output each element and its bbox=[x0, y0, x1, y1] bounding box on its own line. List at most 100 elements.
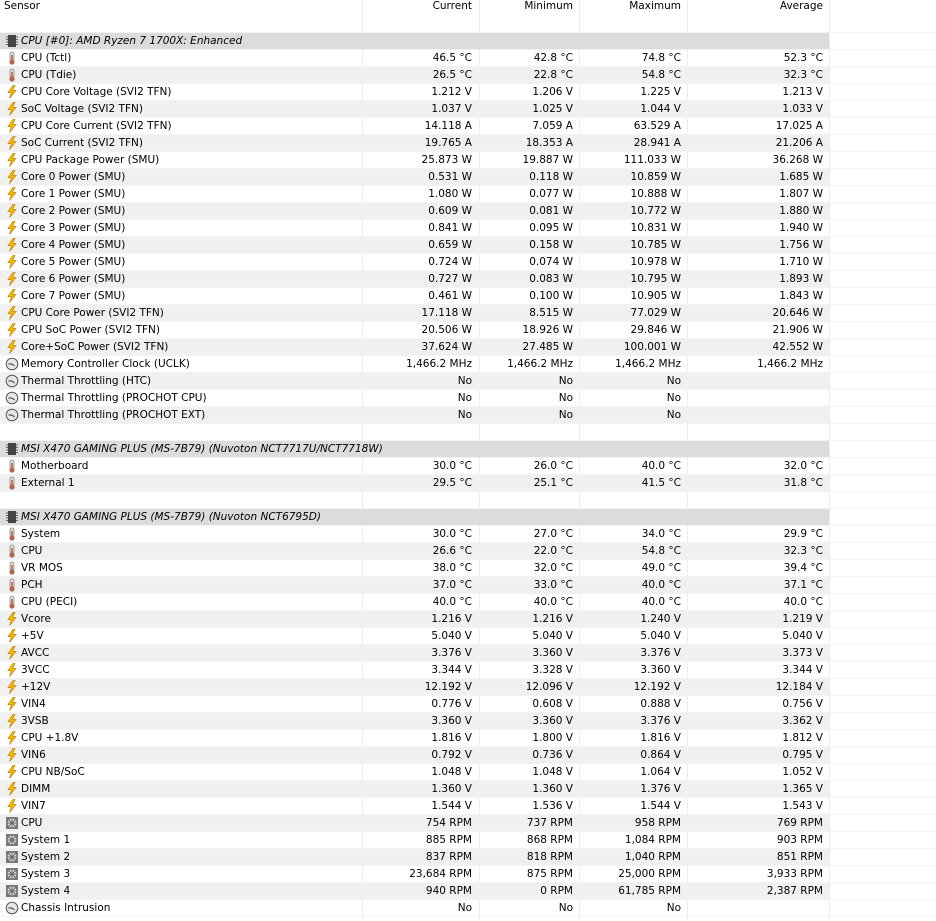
maximum-value: 3.376 V bbox=[640, 715, 681, 727]
sensor-row[interactable]: CPU (Tctl) 46.5 °C 42.8 °C 74.8 °C 52.3 °C bbox=[0, 50, 936, 67]
maximum-value: 1,040 RPM bbox=[624, 851, 681, 863]
average-value: 20.646 W bbox=[772, 307, 823, 319]
minimum-value: 0.077 W bbox=[529, 188, 573, 200]
sensor-row[interactable]: 3VCC 3.344 V 3.328 V 3.360 V 3.344 V bbox=[0, 662, 936, 679]
sensor-row[interactable]: Core 7 Power (SMU) 0.461 W 0.100 W 10.905 W… bbox=[0, 288, 936, 305]
sensor-row[interactable]: +5V 5.040 V 5.040 V 5.040 V 5.040 V bbox=[0, 628, 936, 645]
maximum-value: 61,785 RPM bbox=[618, 885, 681, 897]
sensor-name: Thermal Throttling (PROCHOT EXT) bbox=[21, 409, 206, 421]
row-background bbox=[0, 16, 829, 32]
sensor-row[interactable]: Core 2 Power (SMU) 0.609 W 0.081 W 10.772 W… bbox=[0, 203, 936, 220]
sensor-row[interactable]: System 3 23,684 RPM 875 RPM 25,000 RPM 3,933… bbox=[0, 866, 936, 883]
sensor-row[interactable]: VIN6 0.792 V 0.736 V 0.864 V 0.795 V bbox=[0, 747, 936, 764]
sensor-row[interactable]: AVCC 3.376 V 3.360 V 3.376 V 3.373 V bbox=[0, 645, 936, 662]
current-value: 885 RPM bbox=[425, 834, 472, 846]
sensor-name: +12V bbox=[21, 681, 51, 693]
sensor-row[interactable]: CPU Core Power (SVI2 TFN) 17.118 W 8.515 W… bbox=[0, 305, 936, 322]
sensor-row[interactable]: SoC Current (SVI2 TFN) 19.765 A 18.353 A 28… bbox=[0, 135, 936, 152]
sensor-row[interactable]: CPU +1.8V 1.816 V 1.800 V 1.816 V 1.812 V bbox=[0, 730, 936, 747]
row-background bbox=[0, 781, 829, 797]
thermometer-icon bbox=[5, 68, 19, 82]
sensor-group-header[interactable]: MSI X470 GAMING PLUS (MS-7B79) (Nuvoton … bbox=[0, 441, 936, 458]
row-background bbox=[0, 492, 829, 508]
column-header-sensor[interactable]: Sensor bbox=[4, 0, 40, 12]
sensor-name: CPU Package Power (SMU) bbox=[21, 154, 160, 166]
average-value: 29.9 °C bbox=[783, 528, 823, 540]
minimum-value: 3.360 V bbox=[532, 715, 573, 727]
sensor-row[interactable]: 3VSB 3.360 V 3.360 V 3.376 V 3.362 V bbox=[0, 713, 936, 730]
current-value: 17.118 W bbox=[421, 307, 472, 319]
sensor-name: System 1 bbox=[21, 834, 71, 846]
row-background bbox=[0, 373, 829, 389]
sensor-row[interactable]: System 1 885 RPM 868 RPM 1,084 RPM 903 RPM bbox=[0, 832, 936, 849]
minimum-value: 737 RPM bbox=[526, 817, 573, 829]
sensor-row[interactable]: Thermal Throttling (PROCHOT EXT) No No No bbox=[0, 407, 936, 424]
thermometer-icon bbox=[5, 51, 19, 65]
column-divider bbox=[362, 0, 363, 921]
column-header-current[interactable]: Current bbox=[432, 0, 472, 12]
row-background bbox=[0, 798, 829, 814]
sensor-row[interactable]: CPU 754 RPM 737 RPM 958 RPM 769 RPM bbox=[0, 815, 936, 832]
clock-icon bbox=[5, 374, 19, 388]
sensor-row[interactable]: System 4 940 RPM 0 RPM 61,785 RPM 2,387 RPM bbox=[0, 883, 936, 900]
minimum-value: 0.081 W bbox=[529, 205, 573, 217]
minimum-value: 26.0 °C bbox=[533, 460, 573, 472]
thermometer-icon bbox=[5, 578, 19, 592]
sensor-row[interactable]: +12V 12.192 V 12.096 V 12.192 V 12.184 V bbox=[0, 679, 936, 696]
lightning-icon bbox=[5, 221, 19, 235]
minimum-value: 18.926 W bbox=[522, 324, 573, 336]
sensor-name: 3VCC bbox=[21, 664, 50, 676]
sensor-row[interactable]: VIN7 1.544 V 1.536 V 1.544 V 1.543 V bbox=[0, 798, 936, 815]
sensor-row[interactable]: PCH 37.0 °C 33.0 °C 40.0 °C 37.1 °C bbox=[0, 577, 936, 594]
sensor-group-header[interactable]: CPU [#0]: AMD Ryzen 7 1700X: Enhanced bbox=[0, 33, 936, 50]
sensor-row[interactable]: Thermal Throttling (HTC) No No No bbox=[0, 373, 936, 390]
sensor-row[interactable]: CPU (Tdie) 26.5 °C 22.8 °C 54.8 °C 32.3 °C bbox=[0, 67, 936, 84]
sensor-row[interactable]: Core 3 Power (SMU) 0.841 W 0.095 W 10.831 W… bbox=[0, 220, 936, 237]
sensor-row[interactable]: Core+SoC Power (SVI2 TFN) 37.624 W 27.485 … bbox=[0, 339, 936, 356]
sensor-row[interactable]: System 2 837 RPM 818 RPM 1,040 RPM 851 RPM bbox=[0, 849, 936, 866]
sensor-row[interactable]: CPU NB/SoC 1.048 V 1.048 V 1.064 V 1.052 V bbox=[0, 764, 936, 781]
minimum-value: No bbox=[558, 392, 573, 404]
sensor-row[interactable]: Core 5 Power (SMU) 0.724 W 0.074 W 10.978 W… bbox=[0, 254, 936, 271]
sensor-row[interactable]: VR MOS 38.0 °C 32.0 °C 49.0 °C 39.4 °C bbox=[0, 560, 936, 577]
sensor-row[interactable]: CPU 26.6 °C 22.0 °C 54.8 °C 32.3 °C bbox=[0, 543, 936, 560]
column-header-maximum[interactable]: Maximum bbox=[629, 0, 681, 12]
row-background bbox=[0, 475, 829, 491]
sensor-row[interactable]: Core 0 Power (SMU) 0.531 W 0.118 W 10.859 W… bbox=[0, 169, 936, 186]
minimum-value: 32.0 °C bbox=[533, 562, 573, 574]
maximum-value: 0.888 V bbox=[640, 698, 681, 710]
thermometer-icon bbox=[5, 595, 19, 609]
row-background bbox=[0, 730, 829, 746]
maximum-value: 54.8 °C bbox=[641, 545, 681, 557]
sensor-row[interactable]: Thermal Throttling (PROCHOT CPU) No No No bbox=[0, 390, 936, 407]
sensor-row[interactable]: DIMM 1.360 V 1.360 V 1.376 V 1.365 V bbox=[0, 781, 936, 798]
sensor-group-header[interactable]: MSI X470 GAMING PLUS (MS-7B79) (Nuvoton … bbox=[0, 509, 936, 526]
sensor-row[interactable]: Vcore 1.216 V 1.216 V 1.240 V 1.219 V bbox=[0, 611, 936, 628]
column-header-row: Sensor Current Minimum Maximum Average bbox=[0, 0, 936, 16]
maximum-value: No bbox=[666, 902, 681, 914]
sensor-row[interactable]: Chassis Intrusion No No No bbox=[0, 900, 936, 917]
sensor-row[interactable]: SoC Voltage (SVI2 TFN) 1.037 V 1.025 V 1.04… bbox=[0, 101, 936, 118]
sensor-row[interactable]: CPU Core Current (SVI2 TFN) 14.118 A 7.059… bbox=[0, 118, 936, 135]
spacer-row bbox=[0, 424, 936, 441]
sensor-row[interactable]: CPU Core Voltage (SVI2 TFN) 1.212 V 1.206 … bbox=[0, 84, 936, 101]
lightning-icon bbox=[5, 340, 19, 354]
sensor-row[interactable]: Core 1 Power (SMU) 1.080 W 0.077 W 10.888 W… bbox=[0, 186, 936, 203]
column-header-minimum[interactable]: Minimum bbox=[524, 0, 573, 12]
sensor-row[interactable]: Core 4 Power (SMU) 0.659 W 0.158 W 10.785 W… bbox=[0, 237, 936, 254]
lightning-icon bbox=[5, 714, 19, 728]
sensor-name: CPU (Tdie) bbox=[21, 69, 77, 81]
sensor-row[interactable]: Core 6 Power (SMU) 0.727 W 0.083 W 10.795 W… bbox=[0, 271, 936, 288]
minimum-value: 3.328 V bbox=[532, 664, 573, 676]
minimum-value: 0.074 W bbox=[529, 256, 573, 268]
sensor-row[interactable]: CPU Package Power (SMU) 25.873 W 19.887 W 1… bbox=[0, 152, 936, 169]
sensor-row[interactable]: Motherboard 30.0 °C 26.0 °C 40.0 °C 32.0 °C bbox=[0, 458, 936, 475]
sensor-row[interactable]: Memory Controller Clock (UCLK) 1,466.2 MH… bbox=[0, 356, 936, 373]
sensor-row[interactable]: CPU (PECI) 40.0 °C 40.0 °C 40.0 °C 40.0 °C bbox=[0, 594, 936, 611]
sensor-row[interactable]: System 30.0 °C 27.0 °C 34.0 °C 29.9 °C bbox=[0, 526, 936, 543]
sensor-row[interactable]: VIN4 0.776 V 0.608 V 0.888 V 0.756 V bbox=[0, 696, 936, 713]
sensor-row[interactable]: CPU SoC Power (SVI2 TFN) 20.506 W 18.926 W… bbox=[0, 322, 936, 339]
sensor-row[interactable]: External 1 29.5 °C 25.1 °C 41.5 °C 31.8 °C bbox=[0, 475, 936, 492]
row-background bbox=[0, 135, 829, 151]
column-header-average[interactable]: Average bbox=[779, 0, 823, 12]
